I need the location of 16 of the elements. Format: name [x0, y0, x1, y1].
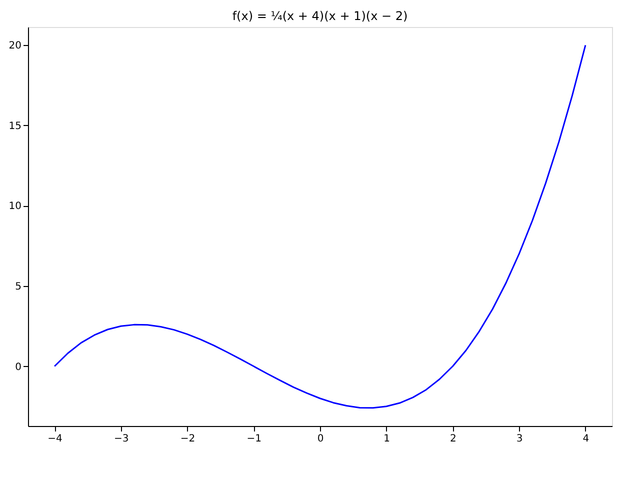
x-tick-label: 3 — [516, 434, 523, 444]
chart-title: f(x) = ¼(x + 4)(x + 1)(x − 2) — [232, 9, 408, 23]
y-tick-label: 15 — [8, 120, 22, 132]
x-tick-label: −3 — [114, 434, 129, 444]
x-tick-label: 0 — [317, 434, 324, 444]
line-series — [54, 44, 586, 409]
x-tick-label: −4 — [48, 434, 62, 444]
x-tick-label: −1 — [246, 434, 262, 444]
y-tick-label: 5 — [15, 281, 22, 292]
x-tick-label: 2 — [450, 434, 456, 444]
x-tick-label: −2 — [180, 434, 196, 444]
x-tick-label: 4 — [582, 434, 590, 444]
y-tick-label: 20 — [8, 40, 22, 52]
x-tick-label: 1 — [384, 434, 390, 444]
y-tick-label: 0 — [15, 362, 22, 373]
y-tick-label: 10 — [8, 201, 22, 212]
